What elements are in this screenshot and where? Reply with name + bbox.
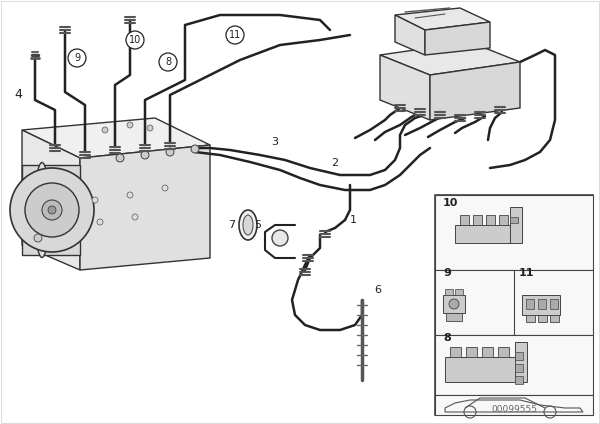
Circle shape	[159, 53, 177, 71]
Ellipse shape	[243, 215, 253, 235]
Circle shape	[92, 197, 98, 203]
Bar	[515, 376, 523, 384]
Bar	[435, 335, 593, 395]
Bar	[538, 315, 547, 322]
Bar	[538, 299, 546, 309]
Text: 6: 6	[374, 285, 382, 295]
Bar	[515, 352, 523, 360]
Bar	[482, 347, 493, 357]
Bar	[515, 364, 523, 372]
Text: 8: 8	[443, 333, 451, 343]
Circle shape	[162, 185, 168, 191]
Bar	[498, 347, 509, 357]
Circle shape	[102, 127, 108, 133]
Text: 1: 1	[349, 215, 356, 225]
Text: 11: 11	[519, 268, 535, 278]
Bar	[435, 195, 593, 415]
Text: 10: 10	[129, 35, 141, 45]
Circle shape	[97, 219, 103, 225]
Circle shape	[191, 145, 199, 153]
Text: 11: 11	[229, 30, 241, 40]
Ellipse shape	[35, 162, 49, 257]
Text: 00099555: 00099555	[491, 405, 537, 415]
Circle shape	[34, 234, 42, 242]
Bar	[526, 315, 535, 322]
Polygon shape	[395, 8, 490, 30]
Bar	[450, 347, 461, 357]
Bar	[460, 215, 469, 225]
Polygon shape	[22, 130, 80, 270]
Polygon shape	[22, 118, 210, 158]
Bar	[455, 225, 510, 243]
Bar	[522, 295, 560, 315]
Bar	[515, 342, 527, 382]
Bar	[455, 289, 463, 295]
Polygon shape	[380, 55, 430, 120]
Bar	[526, 299, 534, 309]
Circle shape	[127, 122, 133, 128]
Circle shape	[132, 214, 138, 220]
Bar	[486, 215, 495, 225]
Bar	[435, 195, 593, 270]
Text: 7: 7	[229, 220, 236, 230]
Bar	[435, 395, 593, 415]
Circle shape	[272, 230, 288, 246]
Polygon shape	[425, 22, 490, 55]
Text: 5: 5	[254, 220, 262, 230]
Circle shape	[226, 26, 244, 44]
Bar	[466, 347, 477, 357]
Polygon shape	[380, 42, 520, 75]
Bar	[510, 217, 518, 223]
Circle shape	[166, 148, 174, 156]
Bar	[445, 357, 515, 382]
Circle shape	[48, 206, 56, 214]
Ellipse shape	[239, 210, 257, 240]
Circle shape	[141, 151, 149, 159]
Bar	[443, 295, 465, 313]
Text: 9: 9	[74, 53, 80, 63]
Text: 8: 8	[165, 57, 171, 67]
Polygon shape	[395, 15, 425, 55]
Polygon shape	[80, 145, 210, 270]
Polygon shape	[430, 62, 520, 120]
Text: 4: 4	[14, 89, 22, 101]
Bar	[510, 207, 522, 243]
Bar	[435, 270, 593, 335]
Polygon shape	[22, 165, 80, 255]
Bar	[473, 215, 482, 225]
Text: 2: 2	[331, 158, 338, 168]
Circle shape	[25, 183, 79, 237]
Circle shape	[127, 192, 133, 198]
Circle shape	[116, 154, 124, 162]
Circle shape	[449, 299, 459, 309]
Circle shape	[68, 49, 86, 67]
Circle shape	[42, 200, 62, 220]
Circle shape	[10, 168, 94, 252]
Circle shape	[147, 125, 153, 131]
Circle shape	[126, 31, 144, 49]
Bar	[550, 299, 558, 309]
Text: 9: 9	[443, 268, 451, 278]
Bar	[445, 289, 453, 295]
Bar	[446, 313, 462, 321]
Bar	[499, 215, 508, 225]
Text: 3: 3	[271, 137, 278, 147]
Bar	[550, 315, 559, 322]
Text: 10: 10	[443, 198, 458, 208]
